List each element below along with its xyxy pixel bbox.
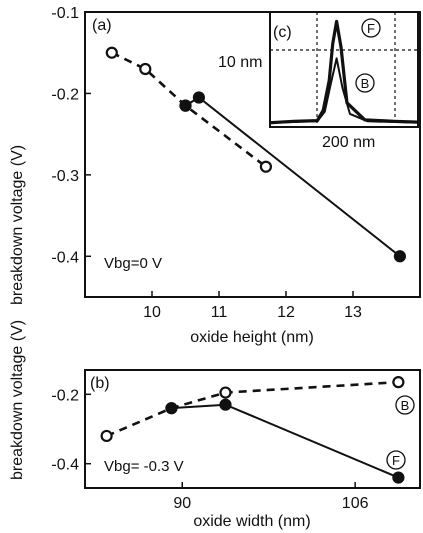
series-label-b: B	[395, 395, 415, 415]
data-point-a-0-3	[259, 160, 272, 173]
y-tick-label-a-0: -0.1	[51, 5, 79, 22]
data-point-a-0-1	[139, 62, 152, 76]
x-tick-label-a-2: 12	[277, 304, 295, 321]
x-tick-label-b-1: 106	[342, 495, 369, 512]
y-tick-label-b-0: -0.2	[51, 387, 79, 404]
plot-frame-b	[84, 369, 421, 489]
annotation-vbg-b: Vbg= -0.3 V	[104, 458, 184, 475]
x-tick-label-a-0: 10	[143, 304, 161, 321]
series-line-a-0	[111, 51, 267, 168]
legend-b-circle	[355, 73, 375, 93]
data-point-b-0-0	[100, 429, 113, 443]
plot-frame-a	[84, 11, 421, 298]
series-label-f: F	[386, 450, 406, 470]
y-tick-label-b-1: -0.4	[51, 457, 79, 474]
y-tick-label-a-1: -0.2	[51, 86, 79, 103]
data-point-a-0-0	[105, 46, 118, 59]
inset-profile-b	[269, 57, 419, 124]
inset-legend-b: B	[355, 73, 375, 93]
legend-f-circle	[361, 18, 381, 38]
y-axis-label-a: breakdown voltage (V)	[9, 145, 26, 305]
data-point-a-1-2	[393, 250, 406, 263]
inset-panel-label-c: (c)	[273, 24, 292, 41]
x-tick-label-a-1: 11	[211, 304, 228, 321]
series-label-b-circle	[395, 395, 415, 415]
panel-label-a: (a)	[92, 17, 112, 34]
data-point-a-1-1	[192, 91, 205, 104]
legend-f-label: F	[367, 21, 375, 36]
y-axis-label-b: breakdown voltage (V)	[9, 320, 26, 480]
data-point-b-1-0	[165, 402, 178, 415]
panel-b: 90 106 -0.2 -0.4 (b) Vbg= -0.3 V oxide widt…	[51, 369, 421, 530]
series-line-b-1	[171, 403, 399, 479]
data-point-b-1-2	[392, 471, 405, 484]
inset-y-tick-label: 10 nm	[218, 54, 262, 71]
y-tick-label-a-3: -0.4	[51, 249, 79, 266]
inset-c: (c) 10 nm 200 nm F B	[218, 11, 419, 151]
x-axis-label-b: oxide width (nm)	[193, 513, 310, 530]
data-point-a-1-0	[179, 99, 192, 112]
y-tick-label-a-2: -0.3	[51, 168, 79, 185]
inset-legend-f: F	[361, 18, 381, 38]
data-point-b-0-2	[219, 386, 232, 399]
series-label-f-circle	[386, 450, 406, 470]
panel-label-b: (b)	[90, 375, 110, 392]
annotation-vbg-a: Vbg=0 V	[104, 255, 162, 272]
x-tick-label-a-3: 13	[344, 304, 362, 321]
series-label-b-text: B	[401, 398, 410, 413]
series-line-b-0	[106, 380, 399, 438]
panel-a: 10 11 12 13 -0.1 -0.2 -0.3 -0.4 (a) Vbg=0 V oxi…	[51, 5, 421, 346]
inset-x-tick-label: 200 nm	[322, 134, 375, 151]
x-axis-label-a: oxide height (nm)	[190, 329, 314, 346]
data-point-b-1-1	[219, 398, 232, 411]
series-label-f-text: F	[392, 453, 400, 468]
data-point-b-0-3	[392, 376, 405, 389]
legend-b-label: B	[361, 76, 370, 91]
x-tick-label-b-0: 90	[173, 495, 191, 512]
